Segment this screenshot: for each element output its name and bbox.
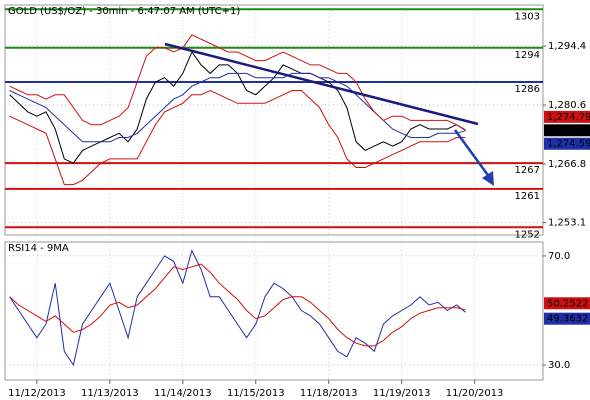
x-tick-label: 11/15/2013: [227, 388, 285, 399]
level-label: 1267: [515, 165, 540, 176]
level-label: 1252: [515, 229, 540, 240]
y-tick-label: 1,280.6: [548, 100, 586, 111]
rsi-panel: [4, 241, 544, 381]
price-tag-label: 1,274.59: [547, 139, 590, 150]
level-label: 1303: [515, 11, 540, 22]
series-line: [9, 89, 466, 186]
price-tag: [544, 297, 590, 310]
y-tick-label: 70.0: [548, 251, 570, 262]
price-tag: [544, 137, 590, 150]
trend-line: [164, 42, 479, 126]
forecast-arrow: [453, 129, 492, 179]
price-tag-label: 50.2522: [547, 298, 588, 309]
price-tag-label: 49.3632: [547, 314, 588, 325]
price-tag: [544, 124, 590, 137]
y-tick-label: 1,294.4: [548, 41, 586, 52]
price-tag-label: 1,274.69: [547, 125, 590, 136]
chart-title: GOLD (US$/OZ) - 30min - 6:47:07 AM (UTC+…: [8, 6, 240, 17]
x-tick-label: 11/12/2013: [8, 388, 66, 399]
x-tick-label: 11/20/2013: [446, 388, 504, 399]
price-tag: [544, 312, 590, 325]
level-label: 1286: [515, 84, 540, 95]
series-line: [9, 263, 466, 347]
plot-layer: 1,294.4 1,280.6 1,266.8 1,253.1 1303 1294 1286…: [5, 5, 590, 399]
level-label: 1294: [515, 50, 540, 61]
y-tick-label: 1,266.8: [548, 159, 586, 170]
y-tick-label: 1,253.1: [548, 218, 586, 229]
rsi-title: RSI14 - 9MA: [8, 243, 69, 254]
level-label: 1261: [515, 191, 540, 202]
price-panel: [4, 4, 544, 236]
series-line: [9, 72, 466, 143]
x-tick-label: 11/18/2013: [300, 388, 358, 399]
series-line: [9, 249, 466, 367]
series-line: [9, 34, 466, 131]
arrow-head: [482, 171, 494, 186]
x-tick-label: 11/13/2013: [81, 388, 139, 399]
x-tick-label: 11/19/2013: [373, 388, 431, 399]
price-tag: [544, 110, 590, 123]
x-tick-label: 11/14/2013: [154, 388, 212, 399]
price-tag-label: 1,274.79: [547, 112, 590, 123]
y-tick-label: 30.0: [548, 360, 570, 371]
